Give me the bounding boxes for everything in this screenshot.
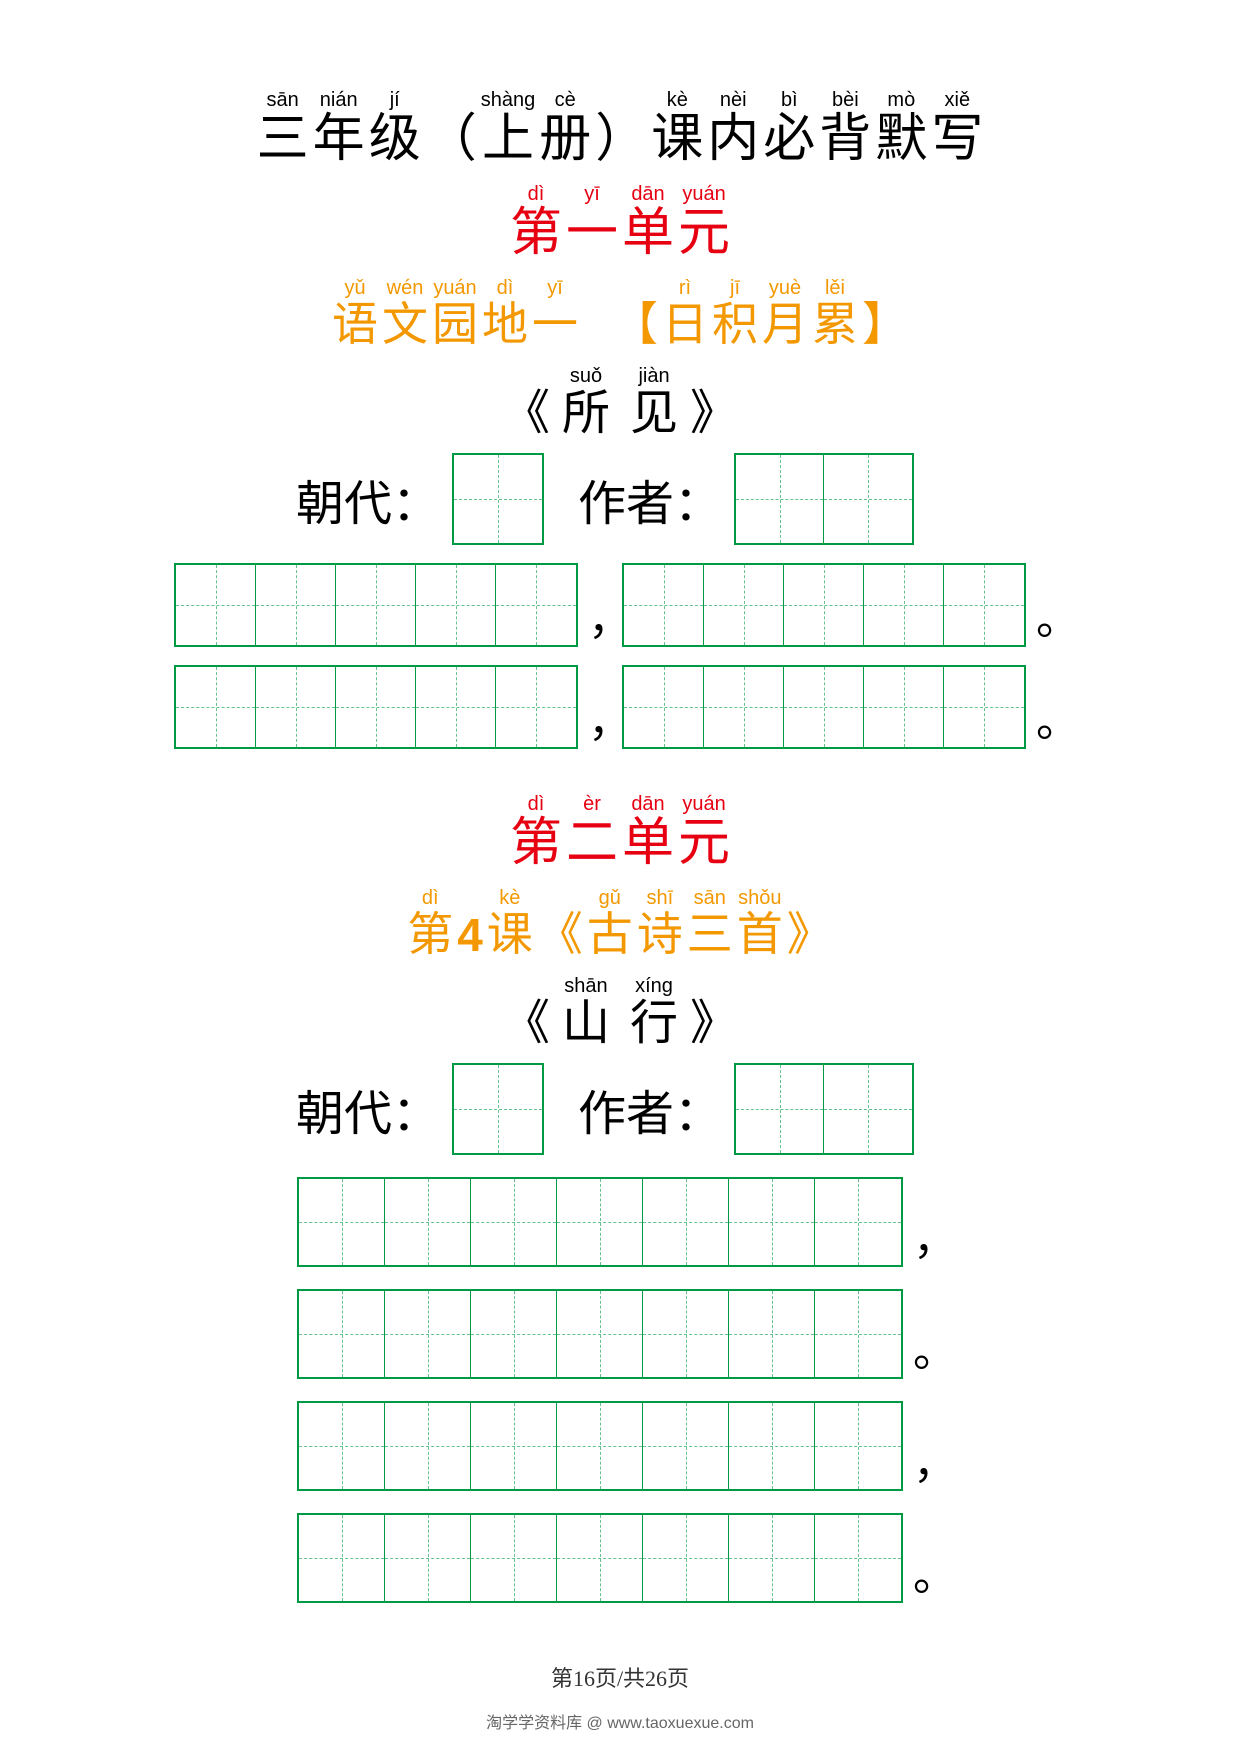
unit1-verse-row-1: ， 。 <box>0 563 1240 647</box>
unit2-verse-row-4: 。 <box>0 1513 1240 1603</box>
punct-comma: ， <box>913 1427 943 1491</box>
page-footer: 第16页/共26页 <box>0 1661 1240 1693</box>
grid-author-1[interactable] <box>734 453 914 545</box>
unit2-info-row: 朝代： 作者： <box>0 1063 1240 1155</box>
grid-verse[interactable] <box>622 563 1026 647</box>
label-author: 作者： <box>578 1088 722 1141</box>
unit1-subheading: yǔ语wén文yuán园dì地yī一 【rì日jī积yuè月lěi累 】 <box>0 278 1240 348</box>
main-title: sān三nián年jí级 （shàng上cè册 ）kè课nèi内bì必bèi背m… <box>0 90 1240 166</box>
punct-period: 。 <box>1036 685 1066 749</box>
unit1-info-row: 朝代： 作者： <box>0 453 1240 545</box>
grid-dynasty-2[interactable] <box>452 1063 544 1155</box>
grid-verse[interactable] <box>174 665 578 749</box>
label-dynasty: 朝代： <box>296 478 440 531</box>
grid-verse[interactable] <box>297 1177 903 1267</box>
unit1-poem-title: 《suǒ所jiàn见 》 <box>0 366 1240 438</box>
unit1-verse-row-2: ， 。 <box>0 665 1240 749</box>
label-author: 作者： <box>578 478 722 531</box>
punct-period: 。 <box>913 1539 943 1603</box>
page-credit: 淘学学资料库 @ www.taoxuexue.com <box>0 1709 1240 1733</box>
unit2-poem-title: 《shān山xíng行 》 <box>0 976 1240 1048</box>
grid-verse[interactable] <box>622 665 1026 749</box>
grid-verse[interactable] <box>174 563 578 647</box>
punct-comma: ， <box>588 685 618 749</box>
grid-dynasty-1[interactable] <box>452 453 544 545</box>
label-dynasty: 朝代： <box>296 1088 440 1141</box>
grid-verse[interactable] <box>297 1289 903 1379</box>
grid-author-2[interactable] <box>734 1063 914 1155</box>
punct-comma: ， <box>588 583 618 647</box>
punct-period: 。 <box>913 1315 943 1379</box>
grid-verse[interactable] <box>297 1513 903 1603</box>
unit2-verse-row-1: ， <box>0 1177 1240 1267</box>
unit2-heading: dì第èr二dān单yuán元 <box>0 794 1240 870</box>
unit1-heading: dì第yī一dān单yuán元 <box>0 184 1240 260</box>
punct-comma: ， <box>913 1203 943 1267</box>
grid-verse[interactable] <box>297 1401 903 1491</box>
unit2-verse-row-3: ， <box>0 1401 1240 1491</box>
punct-period: 。 <box>1036 583 1066 647</box>
unit2-subheading: dì第 4kè课 《gǔ古shī诗sān三shǒu首 》 <box>0 888 1240 958</box>
unit2-verse-row-2: 。 <box>0 1289 1240 1379</box>
